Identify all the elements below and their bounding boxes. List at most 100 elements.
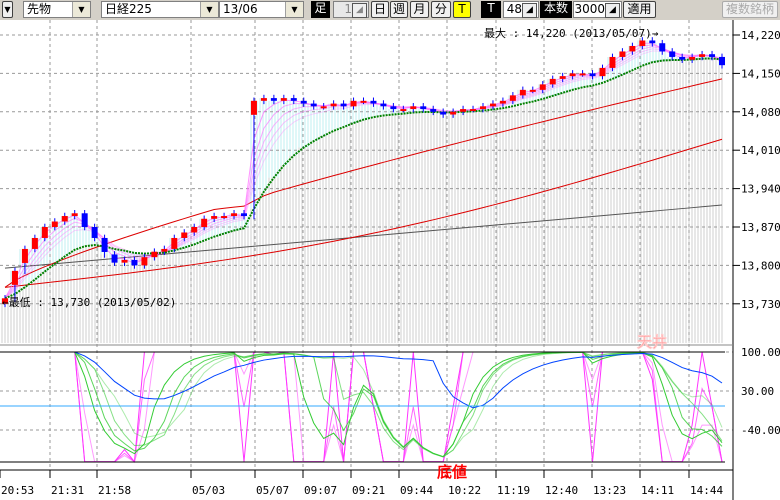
osc-tick-label: 100.00 bbox=[741, 346, 780, 359]
candle-body bbox=[649, 40, 656, 44]
x-tick-label: 12:40 bbox=[545, 484, 578, 497]
candle-body bbox=[599, 67, 606, 77]
contract-select[interactable]: 13/06 ▼ bbox=[219, 1, 304, 18]
x-tick-label: 05/03 bbox=[192, 484, 225, 497]
candle-body bbox=[529, 89, 536, 92]
candle-body bbox=[360, 100, 367, 103]
candle-body bbox=[141, 257, 148, 266]
chevron-down-icon[interactable]: ▼ bbox=[200, 2, 218, 17]
candle-body bbox=[460, 109, 467, 112]
x-tick-label: 13:23 bbox=[593, 484, 626, 497]
market-select-value: 先物 bbox=[27, 2, 52, 16]
candle-body bbox=[111, 254, 118, 263]
candle-body bbox=[340, 103, 347, 107]
min-annotation: ←最低 : 13,730 (2013/05/02) bbox=[2, 296, 176, 309]
daily-button[interactable]: 日 bbox=[371, 1, 389, 18]
bar-label: 足 bbox=[311, 1, 330, 18]
osc-tick-label: -40.00 bbox=[741, 424, 780, 437]
candle-body bbox=[91, 227, 98, 238]
x-tick-label: 11:19 bbox=[497, 484, 530, 497]
osc-slow-line bbox=[5, 351, 723, 458]
candle-body bbox=[559, 76, 566, 79]
candle-body bbox=[400, 109, 407, 112]
x-tick-label: 14:44 bbox=[690, 484, 723, 497]
candle-body bbox=[161, 248, 168, 252]
candle-body bbox=[430, 109, 437, 112]
index-select-value: 日経225 bbox=[105, 2, 152, 16]
candle-body bbox=[320, 106, 327, 109]
bar-interval-spinner[interactable]: 1 ◢ bbox=[333, 1, 369, 18]
x-tick-label: 14:11 bbox=[641, 484, 674, 497]
triangle-down-icon: ▼ bbox=[4, 5, 11, 14]
market-select[interactable]: 先物 ▼ bbox=[23, 1, 91, 18]
y-tick-label: 13,870 bbox=[741, 221, 780, 234]
chevron-down-icon[interactable]: ▼ bbox=[72, 2, 90, 17]
toolbar: ▼ 先物 ▼ 日経225 ▼ 13/06 ▼ 足 1 ◢ 日 週 月 分 T T 48 ◢… bbox=[0, 0, 780, 20]
candle-body bbox=[280, 98, 287, 101]
candle-body bbox=[191, 227, 198, 233]
x-tick-label: 09:21 bbox=[352, 484, 385, 497]
candle-body bbox=[679, 56, 686, 60]
bar-interval-value: 1 bbox=[344, 2, 352, 16]
ma-long-line bbox=[4, 138, 723, 288]
candle-body bbox=[450, 111, 457, 115]
candle-body bbox=[669, 51, 676, 57]
candle-body bbox=[61, 216, 68, 222]
candle-body bbox=[151, 251, 158, 258]
menu-dropdown-button[interactable]: ▼ bbox=[2, 1, 13, 18]
ma-long2-line bbox=[4, 78, 723, 288]
candle-body bbox=[11, 270, 18, 285]
weekly-button[interactable]: 週 bbox=[390, 1, 408, 18]
candle-body bbox=[390, 106, 397, 110]
volume-hatch bbox=[1, 40, 723, 343]
candle-body bbox=[171, 237, 178, 249]
candle-body bbox=[589, 73, 596, 77]
candle-body bbox=[370, 100, 377, 104]
chevron-down-icon[interactable]: ▼ bbox=[285, 2, 303, 17]
count-spinner[interactable]: 3000 ◢ bbox=[573, 1, 622, 18]
candle-body bbox=[440, 111, 447, 115]
x-tick-label: 09:07 bbox=[304, 484, 337, 497]
candle-body bbox=[569, 73, 576, 77]
y-tick-label: 14,080 bbox=[741, 106, 780, 119]
tick-count-spinner[interactable]: 48 ◢ bbox=[503, 1, 539, 18]
minute-button[interactable]: 分 bbox=[431, 1, 451, 18]
spin-icon[interactable]: ◢ bbox=[522, 3, 537, 18]
candle-body bbox=[539, 84, 546, 90]
candle-body bbox=[81, 213, 88, 227]
candle-body bbox=[709, 54, 716, 57]
axes: 20:53 21:31 21:58 05/03 05/07 09:07 09:21 09:44… bbox=[0, 20, 780, 500]
apply-button[interactable]: 適用 bbox=[623, 1, 656, 18]
y-tick-label: 14,220 bbox=[741, 29, 780, 42]
candles bbox=[2, 37, 725, 308]
candle-body bbox=[241, 213, 247, 217]
candle-body bbox=[71, 213, 78, 217]
chart-area[interactable]: 20:53 21:31 21:58 05/03 05/07 09:07 09:21 09:44… bbox=[0, 20, 780, 500]
monthly-button[interactable]: 月 bbox=[410, 1, 429, 18]
candle-body bbox=[310, 103, 317, 107]
count-value: 3000 bbox=[574, 2, 605, 16]
candle-body bbox=[211, 216, 218, 219]
spin-icon[interactable]: ◢ bbox=[352, 3, 367, 18]
candle-body bbox=[470, 109, 477, 112]
y-tick-label: 14,150 bbox=[741, 67, 780, 80]
candle-body bbox=[181, 232, 188, 238]
y-tick-label: 13,940 bbox=[741, 183, 780, 196]
candle-body bbox=[101, 237, 108, 252]
candle-body bbox=[619, 51, 626, 57]
candle-body bbox=[420, 106, 427, 110]
candle-body bbox=[519, 89, 526, 96]
candle-body bbox=[41, 227, 48, 238]
index-select[interactable]: 日経225 ▼ bbox=[101, 1, 219, 18]
tick-box-label: T bbox=[481, 1, 501, 18]
candle-body bbox=[51, 221, 58, 227]
candle-body bbox=[639, 40, 646, 46]
multi-symbol-button[interactable]: 複数銘柄 bbox=[722, 1, 778, 18]
candle-body bbox=[131, 259, 138, 266]
spin-icon[interactable]: ◢ bbox=[605, 3, 620, 18]
candle-body bbox=[499, 100, 506, 104]
candle-body bbox=[350, 100, 357, 107]
candle-body bbox=[201, 218, 208, 227]
tick-button[interactable]: T bbox=[453, 1, 471, 18]
count-label: 本数 bbox=[540, 1, 572, 18]
